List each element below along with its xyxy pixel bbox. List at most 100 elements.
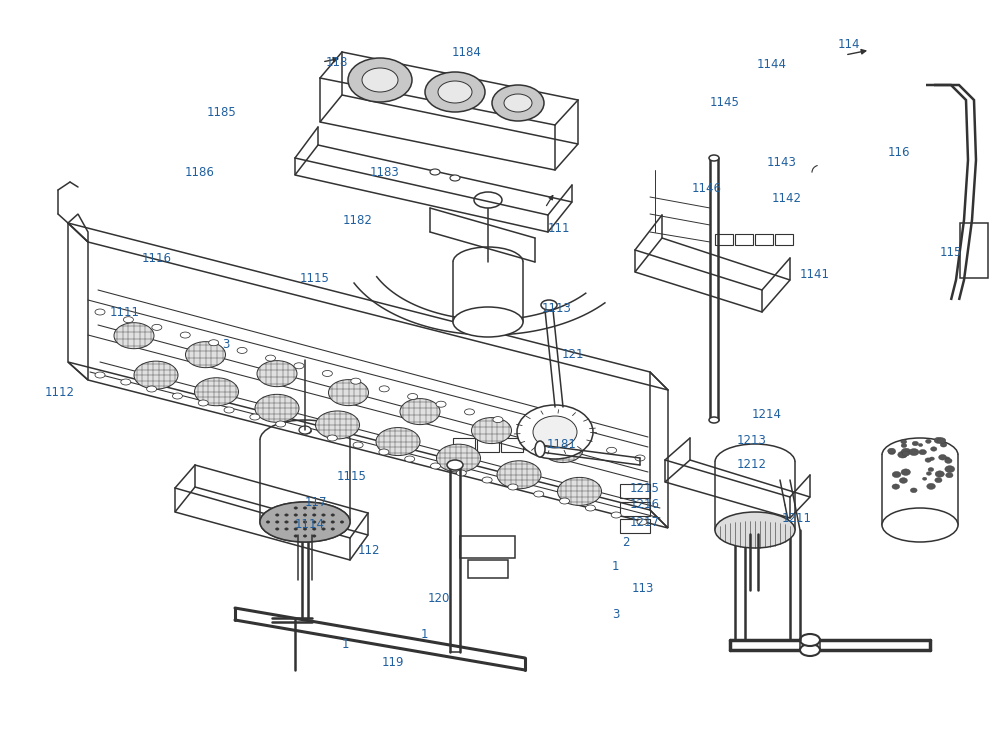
Ellipse shape (362, 68, 398, 92)
Ellipse shape (172, 393, 182, 399)
Ellipse shape (715, 512, 795, 548)
Text: 1144: 1144 (757, 58, 787, 72)
Ellipse shape (376, 428, 420, 456)
Ellipse shape (493, 417, 503, 423)
Ellipse shape (224, 407, 234, 413)
Ellipse shape (312, 535, 316, 537)
Ellipse shape (892, 472, 901, 477)
Ellipse shape (453, 307, 523, 337)
Ellipse shape (194, 377, 239, 406)
Ellipse shape (331, 520, 335, 523)
Ellipse shape (945, 466, 955, 472)
Ellipse shape (328, 380, 368, 406)
Bar (620, 502, 650, 516)
Ellipse shape (901, 454, 906, 458)
Ellipse shape (180, 332, 190, 338)
Text: 1185: 1185 (207, 106, 237, 118)
Ellipse shape (351, 378, 361, 384)
Text: 1184: 1184 (452, 45, 482, 58)
Ellipse shape (928, 468, 934, 472)
Ellipse shape (939, 455, 947, 460)
Ellipse shape (303, 507, 307, 510)
Text: 1182: 1182 (343, 213, 373, 226)
Bar (755, 234, 773, 245)
Ellipse shape (312, 507, 316, 510)
Ellipse shape (303, 528, 307, 530)
Ellipse shape (935, 477, 942, 483)
Bar (775, 234, 793, 245)
Ellipse shape (635, 455, 645, 461)
Bar (460, 536, 515, 558)
Ellipse shape (637, 519, 647, 525)
Ellipse shape (558, 477, 602, 505)
Text: 111: 111 (548, 221, 570, 234)
Ellipse shape (474, 192, 502, 208)
Ellipse shape (517, 405, 593, 459)
Ellipse shape (95, 372, 105, 378)
Ellipse shape (611, 512, 621, 518)
Ellipse shape (456, 470, 466, 476)
Ellipse shape (322, 514, 325, 516)
Ellipse shape (114, 323, 154, 349)
Ellipse shape (533, 416, 577, 448)
Ellipse shape (303, 514, 307, 516)
Text: 1113: 1113 (542, 301, 572, 315)
Ellipse shape (927, 483, 935, 489)
Ellipse shape (447, 460, 463, 470)
Ellipse shape (430, 169, 440, 175)
Ellipse shape (436, 444, 480, 472)
Ellipse shape (431, 463, 441, 469)
Text: 112: 112 (358, 544, 380, 556)
Ellipse shape (250, 414, 260, 420)
Text: 1146: 1146 (692, 182, 722, 194)
Ellipse shape (121, 379, 131, 385)
Ellipse shape (882, 508, 958, 542)
Ellipse shape (521, 424, 531, 430)
Text: 118: 118 (326, 56, 348, 69)
Ellipse shape (709, 155, 719, 161)
Ellipse shape (892, 484, 900, 489)
Ellipse shape (322, 520, 325, 523)
Ellipse shape (436, 402, 446, 407)
Ellipse shape (294, 514, 298, 516)
Ellipse shape (408, 393, 418, 399)
Ellipse shape (285, 520, 288, 523)
Ellipse shape (909, 448, 919, 456)
Ellipse shape (275, 528, 279, 530)
Ellipse shape (899, 477, 907, 483)
Ellipse shape (257, 361, 297, 387)
Ellipse shape (901, 448, 911, 455)
Ellipse shape (931, 447, 937, 451)
Ellipse shape (497, 461, 541, 489)
Bar (501, 438, 523, 452)
Ellipse shape (492, 85, 544, 121)
Ellipse shape (709, 417, 719, 423)
Text: 1181: 1181 (547, 439, 577, 451)
Ellipse shape (348, 58, 412, 102)
Bar (468, 560, 508, 578)
Ellipse shape (147, 386, 157, 392)
Text: 1115: 1115 (300, 272, 330, 285)
Ellipse shape (123, 317, 133, 323)
Ellipse shape (294, 507, 298, 510)
Text: 1186: 1186 (185, 166, 215, 179)
Ellipse shape (607, 447, 617, 453)
Ellipse shape (312, 520, 316, 523)
Ellipse shape (266, 355, 276, 361)
Ellipse shape (800, 644, 820, 656)
Ellipse shape (534, 491, 544, 497)
Ellipse shape (316, 411, 360, 439)
Ellipse shape (923, 477, 927, 480)
Ellipse shape (322, 370, 332, 377)
Ellipse shape (275, 520, 279, 523)
Text: 119: 119 (382, 656, 404, 669)
Text: 1145: 1145 (710, 96, 740, 109)
Ellipse shape (945, 457, 950, 460)
Ellipse shape (578, 439, 588, 445)
Bar (715, 234, 733, 245)
Text: 1114: 1114 (295, 518, 325, 531)
Ellipse shape (301, 428, 311, 434)
Ellipse shape (929, 457, 934, 461)
Text: 116: 116 (888, 145, 910, 158)
Ellipse shape (482, 477, 492, 483)
